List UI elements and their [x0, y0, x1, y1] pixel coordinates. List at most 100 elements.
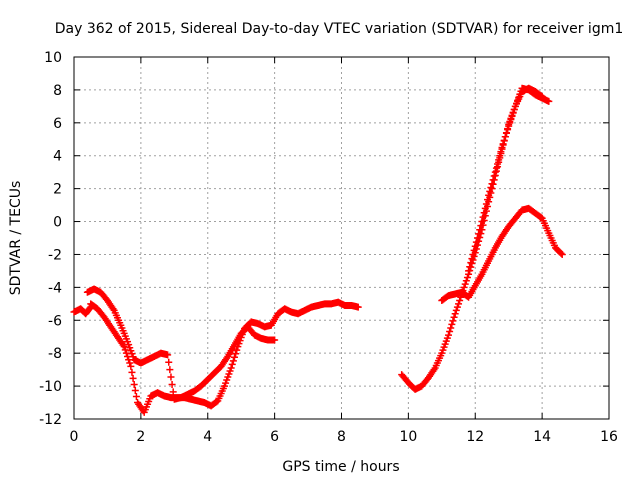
x-tick-label: 8 [337, 429, 346, 445]
data-point [470, 246, 478, 254]
data-point [166, 366, 174, 374]
data-point [505, 122, 513, 130]
data-point [125, 356, 133, 364]
data-point [510, 106, 518, 114]
data-point [449, 317, 457, 325]
data-point [164, 351, 172, 359]
data-point [132, 393, 140, 401]
x-tick-label: 6 [270, 429, 279, 445]
data-point [120, 343, 128, 351]
data-point [469, 250, 477, 258]
data-point [481, 204, 489, 212]
data-point [557, 249, 565, 257]
data-point [468, 255, 476, 263]
y-tick-labels: 10 8 6 4 2 0 -2 -4 -6 -8 -10 -12 [39, 50, 62, 428]
data-point [504, 126, 512, 134]
data-point [501, 133, 509, 141]
data-point [492, 164, 500, 172]
x-tick-labels: 0 2 4 6 8 10 12 14 16 [70, 429, 618, 445]
data-point [168, 380, 176, 388]
data-point [231, 353, 238, 361]
data-point [354, 303, 362, 311]
data-point [499, 140, 507, 148]
x-tick-label: 14 [533, 429, 551, 445]
y-tick-label: -6 [48, 313, 62, 329]
data-point [498, 144, 506, 151]
data-point [124, 352, 131, 360]
data-point [232, 350, 240, 358]
data-point [165, 358, 173, 366]
data-point [122, 349, 130, 357]
chart-title: Day 362 of 2015, Sidereal Day-to-day VTE… [55, 21, 624, 37]
series-arc-3 [87, 298, 362, 416]
series-arc-4 [398, 84, 546, 393]
data-point [480, 209, 488, 217]
data-point [494, 160, 502, 168]
data-point [461, 280, 469, 288]
y-tick-label: 8 [53, 83, 62, 99]
data-point [462, 277, 470, 285]
y-tick-label: -12 [39, 412, 62, 428]
x-tick-label: 4 [203, 429, 212, 445]
x-axis-label: GPS time / hours [282, 459, 399, 475]
data-point [128, 368, 136, 376]
data-point [460, 283, 468, 291]
y-tick-label: 4 [53, 149, 62, 165]
data-point [471, 242, 479, 250]
data-point [507, 116, 515, 124]
y-axis-label: SDTVAR / TECUs [8, 181, 24, 296]
y-tick-label: 2 [53, 182, 62, 198]
data-point [452, 306, 460, 314]
data-point [472, 238, 480, 246]
data-point [447, 324, 455, 332]
data-point [129, 374, 137, 382]
data-point [229, 357, 237, 365]
data-point [451, 310, 459, 318]
y-tick-label: 0 [53, 215, 62, 231]
y-tick-label: -2 [48, 247, 62, 263]
data-point [466, 263, 474, 271]
x-tick-label: 10 [399, 429, 417, 445]
data-point [448, 320, 456, 328]
series-arc-6 [465, 84, 553, 275]
data-point [465, 267, 473, 275]
data-point [482, 200, 490, 208]
data-point [479, 213, 487, 221]
y-tick-label: 10 [44, 50, 62, 66]
data-point [467, 259, 475, 267]
data-point [490, 172, 498, 180]
data-point [126, 359, 134, 367]
data-point [545, 97, 553, 105]
series-arc-1 [70, 303, 95, 318]
data-point [491, 168, 499, 176]
y-tick-label: 6 [53, 116, 62, 132]
data-point [271, 336, 279, 344]
data-point [558, 250, 566, 258]
data-point [450, 313, 458, 321]
data-point [131, 386, 139, 394]
grid-lines [74, 57, 609, 419]
x-tick-label: 16 [600, 429, 618, 445]
data-point [233, 346, 241, 354]
data-point [446, 328, 454, 336]
data-point [476, 226, 484, 234]
data-point [463, 273, 471, 281]
data-point [478, 218, 486, 226]
y-tick-label: -4 [48, 280, 62, 296]
data-point [502, 129, 510, 137]
data-point [445, 331, 452, 339]
data-point [228, 360, 236, 368]
data-point [456, 297, 464, 305]
data-point [484, 196, 492, 204]
data-marks [70, 84, 566, 416]
data-point [477, 222, 485, 230]
data-point [487, 184, 495, 192]
series-arc-2 [83, 285, 279, 403]
data-point [506, 119, 514, 127]
data-point [227, 364, 235, 372]
y-tick-label: -10 [39, 379, 62, 395]
axis-ticks [73, 56, 610, 420]
x-tick-label: 12 [466, 429, 484, 445]
data-point [509, 109, 517, 117]
